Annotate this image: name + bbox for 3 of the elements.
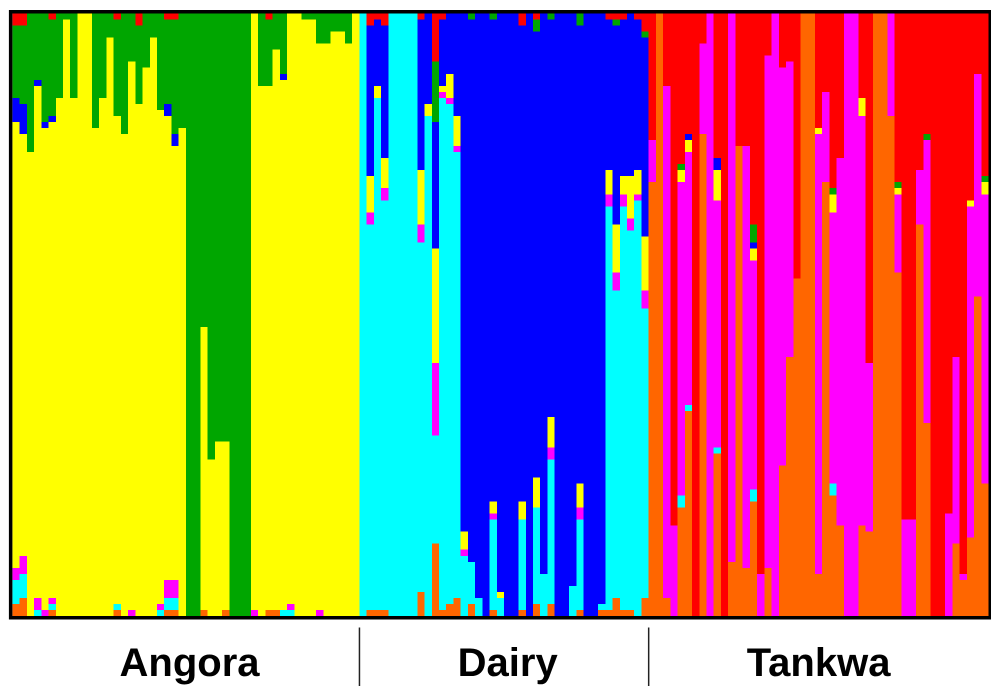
x-tick-label: Angora — [120, 641, 260, 685]
x-tick-label: Dairy — [458, 641, 558, 685]
x-tick-label: Tankwa — [746, 641, 892, 685]
